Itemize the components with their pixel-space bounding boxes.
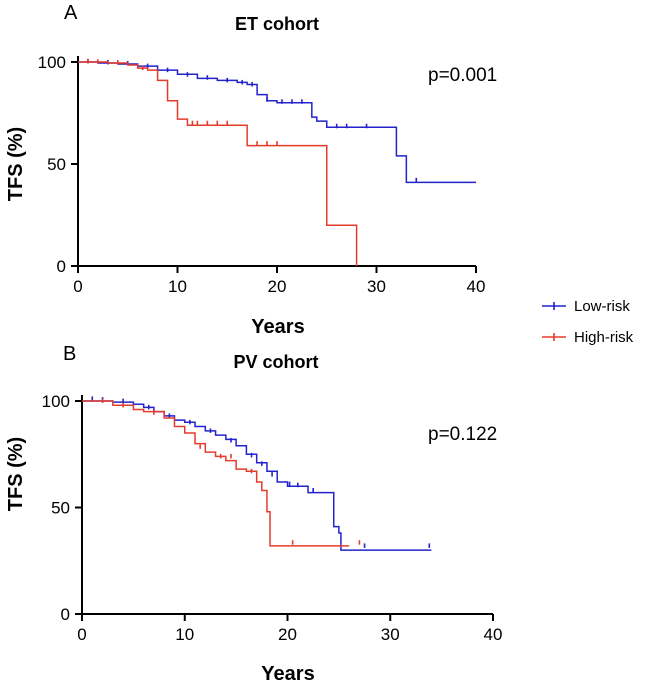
panel-a-y-tick-label: 50 <box>47 155 66 174</box>
panel-a-pvalue: p=0.001 <box>428 65 497 86</box>
panel-b-pvalue: p=0.122 <box>428 424 497 445</box>
panel-a-y-tick-label: 100 <box>38 53 66 72</box>
panel-b-y-tick-label: 100 <box>42 392 70 411</box>
panel-b-series-high-risk <box>82 400 350 547</box>
panel-b-series-low-risk <box>82 400 432 551</box>
legend-item-high-risk: High-risk <box>542 329 634 346</box>
legend-item-low-risk: Low-risk <box>542 298 630 315</box>
panel-b-x-tick-label: 30 <box>381 625 400 644</box>
panel-b-x-tick-label: 10 <box>175 625 194 644</box>
legend-label-high-risk: High-risk <box>574 329 634 346</box>
panel-b-y-tick-label: 0 <box>61 605 70 624</box>
panel-b-ylabel: TFS (%) <box>5 437 27 511</box>
panel-b-letter: B <box>63 343 76 365</box>
panel-b-title: PV cohort <box>233 352 318 372</box>
panel-b-xlabel: Years <box>261 663 314 685</box>
panel-a-title: ET cohort <box>235 14 319 34</box>
panel-b-x-tick-label: 20 <box>278 625 297 644</box>
panel-b-x-tick-label: 0 <box>77 625 86 644</box>
panel-a-ylabel: TFS (%) <box>5 127 27 201</box>
panel-a: A ET cohort Years TFS (%) p=0.001 0 10 20 3… <box>5 2 497 338</box>
panel-a-x-tick-label: 0 <box>73 277 82 296</box>
panel-a-series-high-risk <box>78 61 358 266</box>
panel-a-x-tick-label: 10 <box>168 277 187 296</box>
panel-b-plot: 0 10 20 30 40 0 50 100 <box>42 392 503 644</box>
panel-a-y-tick-label: 0 <box>57 257 66 276</box>
legend: Low-risk High-risk <box>542 298 634 346</box>
panel-a-xlabel: Years <box>251 316 304 338</box>
panel-a-letter: A <box>64 2 78 24</box>
panel-a-x-tick-label: 30 <box>367 277 386 296</box>
panel-b-x-tick-label: 40 <box>484 625 503 644</box>
panel-a-series-low-risk <box>78 61 476 184</box>
panel-a-x-tick-label: 20 <box>268 277 287 296</box>
panel-b-y-tick-label: 50 <box>51 499 70 518</box>
panel-a-x-tick-label: 40 <box>467 277 486 296</box>
panel-a-plot: 0 10 20 30 40 0 50 100 <box>38 53 486 296</box>
panel-b: B PV cohort Years TFS (%) p=0.122 0 10 20 3… <box>5 343 502 685</box>
legend-label-low-risk: Low-risk <box>574 298 630 315</box>
